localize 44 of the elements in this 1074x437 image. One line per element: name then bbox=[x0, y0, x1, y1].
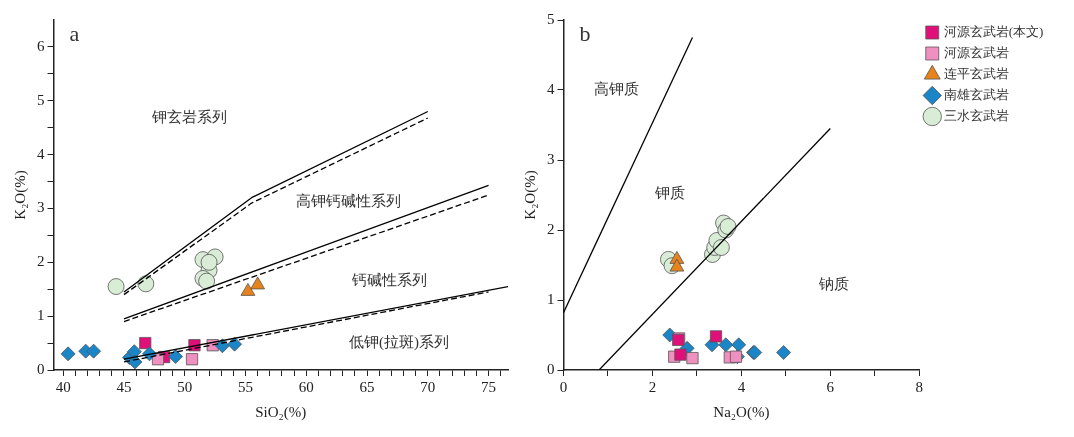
y-tick-label: 2 bbox=[547, 220, 555, 237]
x-tick-label: 2 bbox=[648, 378, 657, 395]
x-tick-label: 70 bbox=[420, 378, 436, 395]
y-tick-label: 4 bbox=[547, 80, 555, 97]
legend-label: 连平玄武岩 bbox=[943, 65, 1009, 81]
y-tick-label: 0 bbox=[547, 360, 555, 377]
x-tick-label: 45 bbox=[116, 378, 132, 395]
y-tick-label: 5 bbox=[547, 10, 555, 27]
y-tick-label: 4 bbox=[37, 145, 45, 162]
legend-label: 三水玄武岩 bbox=[943, 107, 1009, 123]
y-tick-label: 6 bbox=[37, 37, 45, 54]
x-axis-title: SiO₂(%) bbox=[255, 403, 307, 421]
x-tick-label: 65 bbox=[359, 378, 375, 395]
x-tick-label: 0 bbox=[559, 378, 568, 395]
x-tick-label: 75 bbox=[481, 378, 497, 395]
annotation: 低钾(拉斑)系列 bbox=[348, 333, 449, 351]
y-tick-label: 3 bbox=[37, 199, 45, 216]
chart-title: a bbox=[69, 20, 80, 46]
chart-title: b bbox=[579, 20, 591, 46]
x-tick-label: 6 bbox=[826, 378, 835, 395]
y-tick-label: 1 bbox=[547, 290, 555, 307]
x-axis-title: Na₂O(%) bbox=[713, 403, 770, 421]
y-tick-label: 5 bbox=[37, 91, 45, 108]
x-tick-label: 55 bbox=[238, 378, 254, 395]
x-tick-label: 50 bbox=[177, 378, 193, 395]
x-tick-label: 4 bbox=[737, 378, 746, 395]
legend-label: 南雄玄武岩 bbox=[943, 86, 1009, 102]
x-tick-label: 8 bbox=[915, 378, 923, 395]
y-axis-title: K₂O(%) bbox=[521, 170, 539, 220]
y-tick-label: 3 bbox=[547, 150, 555, 167]
annotation: 高钾钙碱性系列 bbox=[296, 192, 402, 209]
x-tick-label: 60 bbox=[298, 378, 314, 395]
annotation: 钾玄岩系列 bbox=[151, 108, 228, 125]
annotation: 高钾质 bbox=[594, 80, 640, 97]
y-tick-label: 2 bbox=[37, 253, 45, 270]
legend-label: 河源玄武岩 bbox=[943, 44, 1009, 60]
x-tick-label: 40 bbox=[55, 378, 71, 395]
y-tick-label: 0 bbox=[37, 360, 45, 377]
annotation: 钾质 bbox=[654, 184, 686, 201]
annotation: 钠质 bbox=[817, 275, 849, 292]
y-tick-label: 1 bbox=[37, 307, 45, 324]
legend-label: 河源玄武岩(本文) bbox=[943, 23, 1044, 39]
annotation: 钙碱性系列 bbox=[351, 271, 428, 288]
y-axis-title: K₂O(%) bbox=[11, 170, 29, 220]
